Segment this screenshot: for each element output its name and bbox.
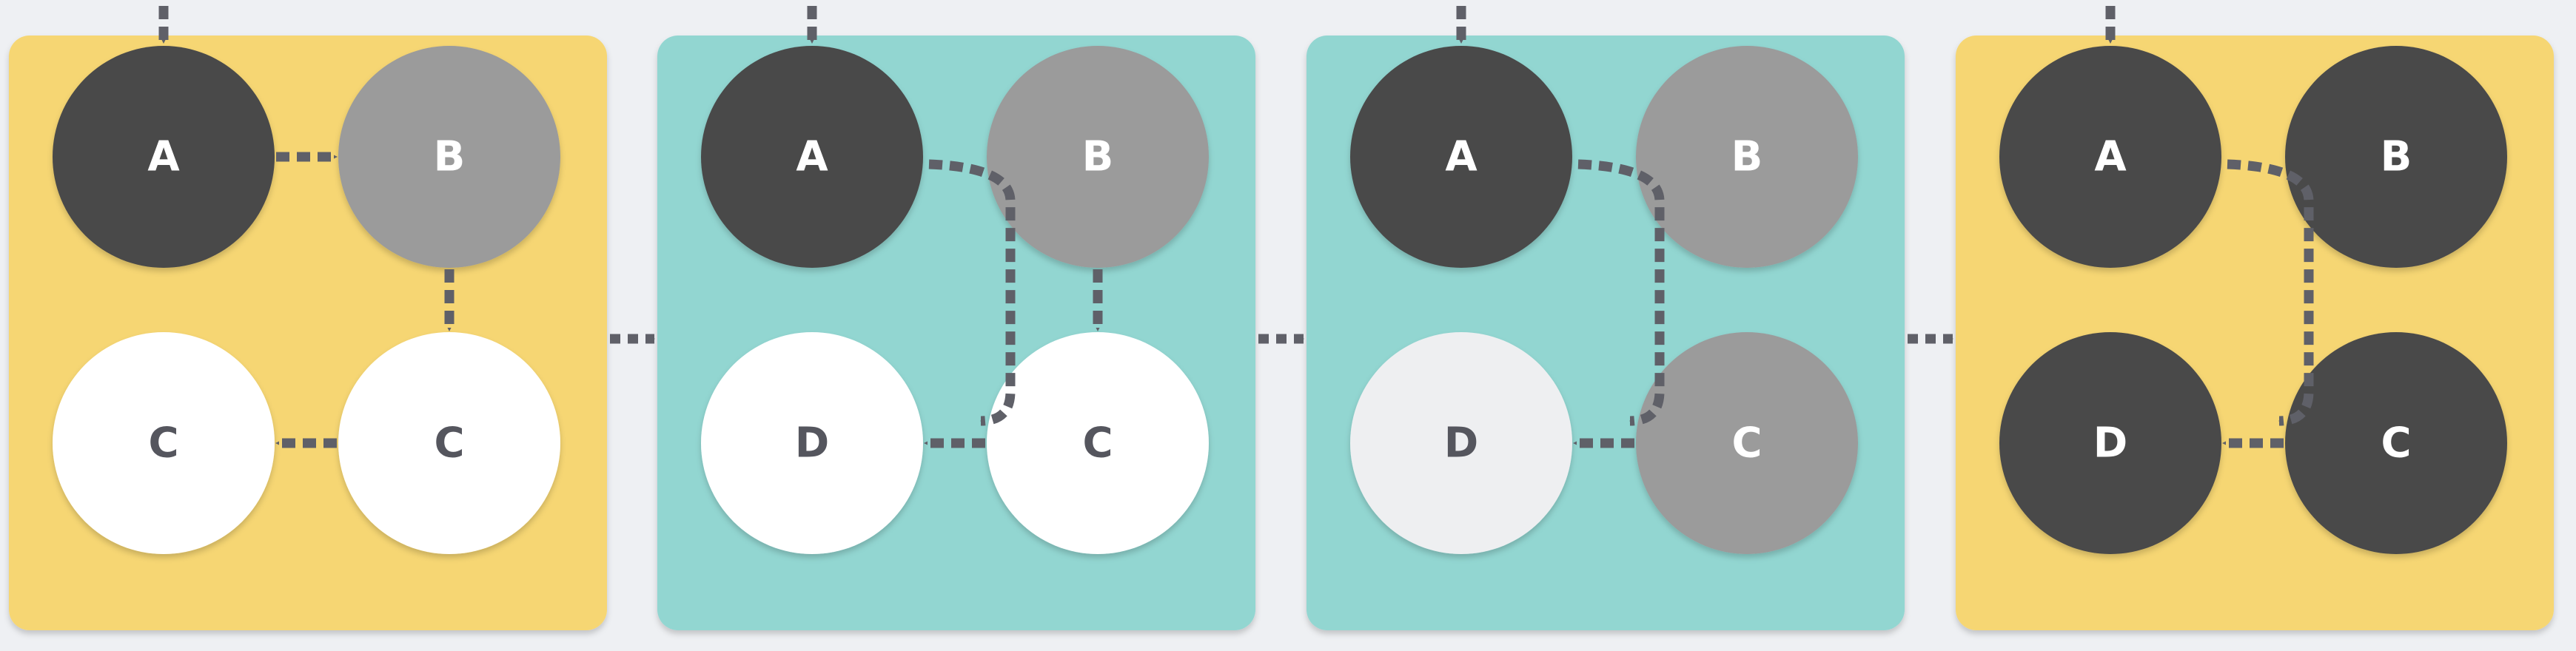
node-label: A [1445,133,1477,181]
node-label: B [1731,133,1763,181]
node-c: C [338,332,560,554]
node-circle [1636,46,1858,268]
node-label: C [148,419,178,468]
node-b: B [2285,46,2507,268]
node-label: D [1444,419,1478,468]
edge-tl-to-br [2227,159,2314,426]
node-d: D [1999,332,2221,554]
node-circle [701,332,923,554]
panel-2: A B D C [657,6,1255,630]
node-circle [53,332,275,554]
node-circle [338,46,560,268]
node-c: C [53,332,275,554]
node-circle [701,46,923,268]
node-label: B [434,133,466,181]
node-a: A [701,46,923,268]
node-b: B [1636,46,1858,268]
node-b: B [338,46,560,268]
panel-3: A B D C [1307,6,1905,630]
node-a: A [1350,46,1572,268]
node-label: B [2381,133,2412,181]
panel-4: A B D C [1956,6,2554,630]
node-label: D [2093,419,2127,468]
node-label: A [2094,133,2127,181]
node-label: C [1731,419,1762,468]
node-circle [1636,332,1858,554]
node-label: B [1082,133,1114,181]
node-circle [1999,332,2221,554]
node-label: C [1082,419,1113,468]
node-circle [53,46,275,268]
node-label: D [795,419,829,468]
node-circle [1350,46,1572,268]
node-circle [2285,332,2507,554]
node-c: C [987,332,1209,554]
node-circle [987,46,1209,268]
panel-1: A B C C [9,6,607,630]
node-a: A [53,46,275,268]
node-circle [1999,46,2221,268]
node-d: D [1350,332,1572,554]
node-circle [2285,46,2507,268]
node-d: D [701,332,923,554]
node-c: C [1636,332,1858,554]
node-label: C [434,419,464,468]
node-circle [987,332,1209,554]
node-b: B [987,46,1209,268]
node-label: A [147,133,180,181]
edge-tl-to-br [1577,159,1665,426]
node-c: C [2285,332,2507,554]
node-circle [1350,332,1572,554]
node-a: A [1999,46,2221,268]
node-label: A [796,133,828,181]
edge-tl-to-br [928,159,1016,426]
node-circle [338,332,560,554]
node-label: C [2381,419,2411,468]
